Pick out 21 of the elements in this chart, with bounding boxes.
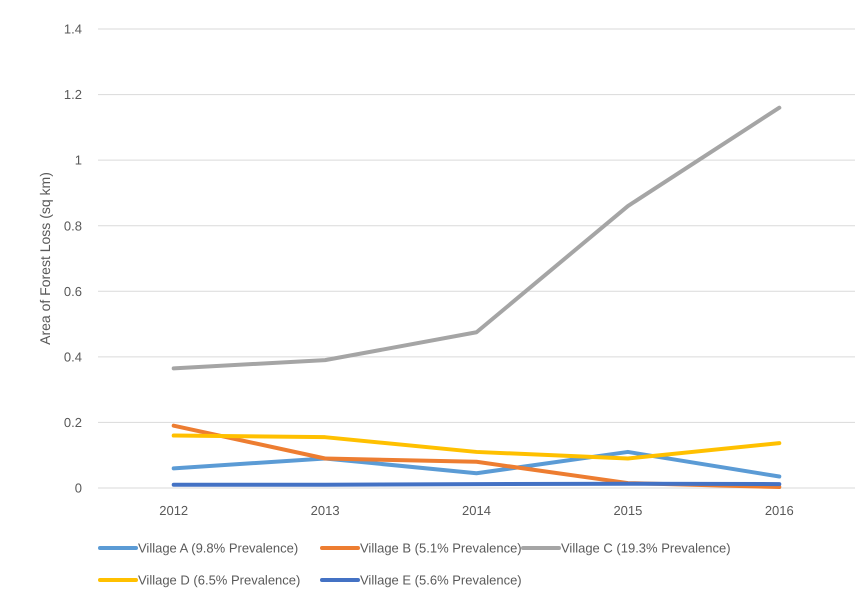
line-series — [172, 106, 782, 370]
y-tick-label: 0.8 — [64, 218, 82, 234]
x-tick-label: 2014 — [462, 503, 491, 518]
y-tick-label: 0.6 — [64, 284, 82, 299]
legend-label: Village C (19.3% Prevalence) — [561, 540, 731, 556]
y-tick-label: 0.4 — [64, 349, 82, 364]
x-tick-label: 2012 — [159, 503, 188, 518]
legend-label: Village E (5.6% Prevalence) — [360, 572, 522, 588]
y-tick-label: 1.2 — [64, 87, 82, 102]
y-tick-label: 0 — [74, 480, 82, 496]
legend-label: Village D (6.5% Prevalence) — [138, 572, 300, 588]
y-tick-label: 1 — [74, 152, 82, 168]
x-tick-label: 2013 — [310, 503, 340, 518]
line-series — [172, 434, 782, 460]
legend-label: Village B (5.1% Prevalence) — [360, 540, 522, 556]
x-tick-label: 2016 — [764, 503, 794, 518]
y-tick-label: 1.4 — [64, 22, 82, 37]
x-tick-label: 2015 — [613, 503, 642, 518]
y-axis-title: Area of Forest Loss (sq km) — [37, 172, 53, 345]
y-tick-label: 0.2 — [64, 414, 82, 430]
legend-label: Village A (9.8% Prevalence) — [138, 540, 298, 556]
